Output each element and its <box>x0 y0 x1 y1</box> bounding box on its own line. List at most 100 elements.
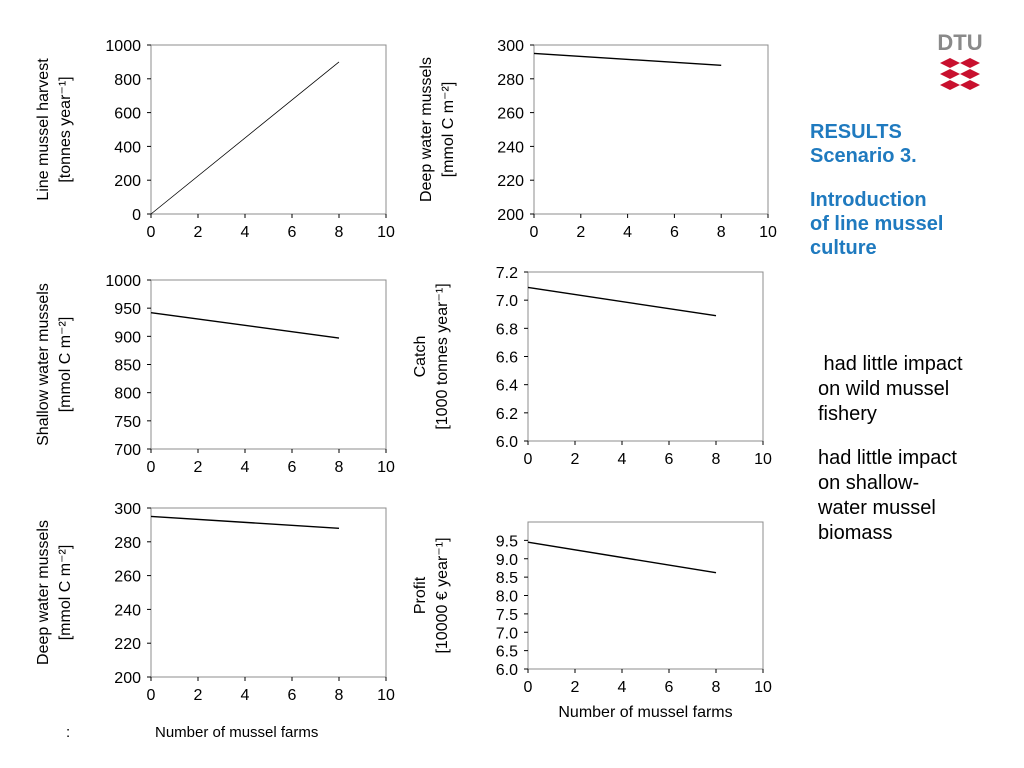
y-tick-label: 7.0 <box>496 625 518 642</box>
note-line: had little impact <box>818 447 957 469</box>
y-tick-label: 6.6 <box>496 350 518 367</box>
y-tick-label: 6.2 <box>496 406 518 423</box>
y-tick-label: 6.8 <box>496 321 518 338</box>
series-line-deep-water-top <box>533 52 722 66</box>
x-tick-label: 6 <box>288 687 297 704</box>
x-tick-label: 0 <box>147 687 156 704</box>
y-tick-label: 6.5 <box>496 644 518 661</box>
logo-text: DTU <box>937 30 982 55</box>
y-tick-label: 6.4 <box>496 378 518 395</box>
y-tick-label: 240 <box>114 602 141 619</box>
x-tick-label: 4 <box>241 224 250 241</box>
y-axis-label-harvest: [tonnes year⁻¹] <box>57 76 74 182</box>
y-tick-label: 6.0 <box>496 434 518 451</box>
bottom-x-axis-label: Number of mussel farms <box>155 724 319 741</box>
y-tick-label: 400 <box>114 139 141 156</box>
x-tick-label: 8 <box>712 451 721 468</box>
heading-line: Scenario 3. <box>810 145 917 167</box>
x-tick-label: 4 <box>618 451 627 468</box>
x-tick-label: 2 <box>571 451 580 468</box>
y-tick-label: 220 <box>497 173 524 190</box>
y-tick-label: 8.0 <box>496 589 518 606</box>
x-tick-label: 0 <box>147 459 156 476</box>
x-tick-label: 10 <box>759 224 777 241</box>
x-tick-label: 2 <box>571 679 580 696</box>
plot-frame-harvest <box>150 44 387 215</box>
x-tick-label: 2 <box>194 687 203 704</box>
x-tick-label: 8 <box>717 224 726 241</box>
x-tick-label: 6 <box>665 451 674 468</box>
x-tick-label: 0 <box>524 451 533 468</box>
y-axis-label-profit: Profit <box>412 576 429 614</box>
y-axis-label-shallow-water: [mmol C m⁻²] <box>57 317 74 413</box>
y-tick-label: 800 <box>114 72 141 89</box>
y-axis-label-deep-water-bottom: [mmol C m⁻²] <box>57 545 74 641</box>
note-line: fishery <box>818 403 877 425</box>
y-axis-label-catch: Catch <box>412 336 429 378</box>
y-tick-label: 0 <box>132 207 141 224</box>
series-line-shallow-water <box>150 311 340 339</box>
x-tick-label: 0 <box>530 224 539 241</box>
x-tick-label: 10 <box>754 679 772 696</box>
x-tick-label: 6 <box>665 679 674 696</box>
x-tick-label: 8 <box>335 459 344 476</box>
y-tick-label: 7.0 <box>496 293 518 310</box>
y-axis-label-harvest: Line mussel harvest <box>35 58 52 201</box>
x-tick-label: 8 <box>335 687 344 704</box>
x-tick-label: 2 <box>194 224 203 241</box>
x-tick-label: 6 <box>288 459 297 476</box>
subheading-line: Introduction <box>810 189 927 211</box>
y-tick-label: 6.0 <box>496 662 518 679</box>
series-line-deep-water-bottom <box>150 515 340 529</box>
plot-frame-deep-water-top <box>533 44 769 215</box>
x-tick-label: 4 <box>241 687 250 704</box>
note-line: water mussel <box>818 497 936 519</box>
note-line: had little impact <box>818 353 963 375</box>
note-line: on shallow- <box>818 472 920 494</box>
x-tick-label: 10 <box>377 459 395 476</box>
plot-frame-shallow-water <box>150 279 387 450</box>
y-axis-label-deep-water-top: Deep water mussels <box>418 57 435 202</box>
dtu-logo: DTU <box>937 30 983 90</box>
series-line-profit <box>527 541 717 574</box>
x-tick-label: 6 <box>288 224 297 241</box>
y-axis-label-shallow-water: Shallow water mussels <box>35 283 52 446</box>
y-tick-label: 950 <box>114 301 141 318</box>
y-tick-label: 300 <box>114 501 141 518</box>
y-tick-label: 1000 <box>105 38 141 55</box>
x-tick-label: 8 <box>712 679 721 696</box>
slide-subheading: Introduction of line mussel culture <box>810 188 943 260</box>
x-tick-label: 4 <box>241 459 250 476</box>
note-biomass: had little impact on shallow- water muss… <box>818 446 957 546</box>
bottom-colon: : <box>66 724 71 741</box>
y-tick-label: 850 <box>114 358 141 375</box>
y-tick-label: 280 <box>114 535 141 552</box>
note-line: biomass <box>818 522 893 544</box>
y-tick-label: 600 <box>114 106 141 123</box>
y-tick-label: 300 <box>497 38 524 55</box>
note-line: on wild mussel <box>818 378 950 400</box>
x-tick-label: 10 <box>377 224 395 241</box>
y-tick-label: 9.0 <box>496 552 518 569</box>
plot-frame-profit <box>527 521 764 670</box>
y-tick-label: 260 <box>497 106 524 123</box>
y-tick-label: 800 <box>114 386 141 403</box>
plot-frame-catch <box>527 271 764 442</box>
y-axis-label-catch: [1000 tonnes year⁻¹] <box>434 283 451 429</box>
y-tick-label: 220 <box>114 636 141 653</box>
x-tick-label: 10 <box>377 687 395 704</box>
y-tick-label: 200 <box>497 207 524 224</box>
series-line-harvest <box>150 61 340 215</box>
y-tick-label: 200 <box>114 173 141 190</box>
x-tick-label: 0 <box>147 224 156 241</box>
note-fishery: had little impact on wild mussel fishery <box>818 352 963 427</box>
x-axis-label-profit: Number of mussel farms <box>558 704 732 721</box>
y-tick-label: 200 <box>114 670 141 687</box>
heading-line: RESULTS <box>810 121 902 143</box>
x-tick-label: 10 <box>754 451 772 468</box>
y-axis-label-profit: [10000 € year⁻¹] <box>434 537 451 653</box>
y-tick-label: 7.2 <box>496 265 518 282</box>
slide-heading: RESULTS Scenario 3. <box>810 120 917 168</box>
x-tick-label: 8 <box>335 224 344 241</box>
